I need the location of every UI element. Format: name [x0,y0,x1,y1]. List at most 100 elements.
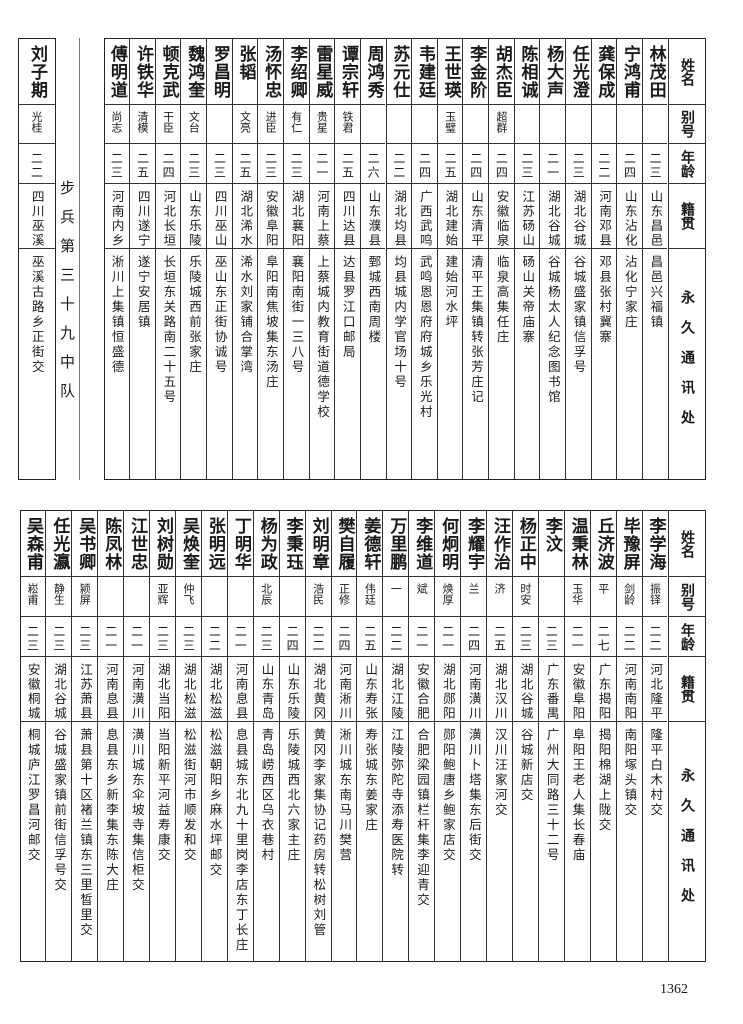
table-row: 吴书卿颍屏二三江苏萧县萧县第十区褚兰镇东三里晳里交 [71,511,98,961]
address-text: 淅川上集镇恒盛德 [109,255,125,375]
age-cell: 二二 [616,617,642,657]
address-text: 谷城新店交 [518,728,534,803]
origin-cell: 山东乐陵 [279,657,305,722]
address-cell: 上蔡城内教育街道德学校 [310,249,335,481]
address-cell: 巫山东正街协诚号 [207,249,232,481]
table-row: 谭宗轩 铁君 二五 四川达县 达县罗江口邮局 [334,39,360,479]
address-text: 潢川卜塔集东后街交 [466,728,482,863]
address-text: 隆平白木村交 [648,728,664,818]
age-cell: 二三 [642,144,668,184]
name-text: 顿克武 [158,45,179,99]
name-cell: 雷星威 [309,39,335,105]
age-cell: 二一 [540,144,565,184]
age-text: 二三 [648,152,663,180]
age-text: 二三 [77,625,92,653]
name-cell: 丁明华 [227,511,253,577]
page-number: 1362 [660,982,688,997]
age-text: 二七 [596,625,611,653]
name-cell: 李金阶 [463,39,489,105]
alias-cell: 振铎 [642,577,668,617]
age-text: 二三 [186,152,201,180]
origin-text: 山东青岛 [259,663,275,721]
age-cell: 二四 [412,144,437,184]
age-text: 二二 [311,625,326,653]
address-text: 乐陵城西前张家庄 [186,255,202,375]
age-cell: 二三 [283,144,309,184]
age-text: 二一 [103,625,118,653]
origin-cell: 河北长垣 [155,184,181,249]
name-cell: 罗昌明 [207,39,232,105]
name-text: 吴书卿 [75,517,96,571]
name-cell: 刘树勋 [150,511,175,577]
address-text: 鄄城西南周楼 [366,255,382,345]
alias-cell: 斌 [409,577,435,617]
name-text: 张明远 [204,517,225,571]
age-cell: 二一 [98,617,124,657]
alias-text: 文台 [187,111,201,133]
name-cell: 张明远 [201,511,227,577]
origin-cell: 河南潢川 [461,657,487,722]
table-row: 温秉林 玉华 二一 安徽阜阳 阜阳王老人集长春庙 [563,511,590,961]
header-address-cell: 永久通讯处 [669,722,706,963]
name-cell: 宁鸿甫 [617,39,642,105]
table-row: 万里鹏一二二 湖北江陵 江陵弥陀寺添寿医院转 [382,511,409,961]
origin-cell: 河南内乡 [103,184,130,249]
age-text: 二二 [391,152,406,180]
age-text: 二三 [263,152,278,180]
alias-cell: 尚志 [103,105,130,144]
age-text: 二一 [440,625,455,653]
address-text: 松滋朝阳乡麻水坪邮交 [207,728,223,878]
origin-text: 河南潢川 [129,663,145,721]
alias-text: 仲飞 [181,583,195,605]
address-text: 萧县第十区褚兰镇东三里晳里交 [78,728,94,938]
alias-cell [227,577,253,617]
name-cell: 陈相诚 [514,39,540,105]
origin-text: 山东寿张 [363,663,379,721]
origin-text: 江苏萧县 [78,663,94,721]
table-row: 李汶 二三 广东番禺 广州大同路三十二号 [537,511,564,961]
name-cell: 李秉珏 [279,511,305,577]
origin-cell: 山东乐陵 [181,184,207,249]
alias-cell: 仲飞 [176,577,201,617]
age-cell: 二三 [176,617,201,657]
address-cell: 沾化宁家庄 [617,249,642,481]
origin-cell: 河南息县 [98,657,124,722]
address-text: 建始河水坪 [443,255,459,330]
alias-cell: 兰 [461,577,487,617]
alias-cell [565,105,591,144]
age-text: 二三 [259,625,274,653]
origin-text: 安徽阜阳 [263,190,279,248]
age-text: 二五 [443,152,458,180]
roster-entry-left: 刘子期 光桂 二二 四川巫溪 巫溪古路乡正街交 [17,38,56,480]
table-row: 姜德轩 伟廷 二五 山东寿张 寿张城东姜家庄 [356,511,383,961]
name-cell: 吴焕奎 [176,511,201,577]
address-text: 达县罗江口邮局 [340,255,356,360]
header-age-text: 年龄 [679,149,695,178]
alias-cell: 颍屏 [72,577,98,617]
origin-text: 湖北谷城 [52,663,68,721]
alias-cell: 贵星 [309,105,335,144]
alias-text: 正修 [337,583,351,605]
alias-cell: 浩民 [305,577,331,617]
address-cell: 遂宁安居镇 [130,249,155,481]
name-cell: 魏鸿奎 [181,39,207,105]
address-text: 上蔡城内教育街道德学校 [315,255,331,420]
name-cell: 苏元仕 [386,39,412,105]
origin-cell: 湖北黄冈 [305,657,331,722]
origin-text: 四川达县 [340,190,356,248]
header-name-cell: 姓名 [668,511,706,577]
origin-text: 四川巫溪 [29,190,45,248]
address-text: 邓县张村冀寨 [597,255,613,345]
table-row: 张韬 文亮 二五 湖北浠水 浠水刘家铺合掌湾 [231,39,258,479]
address-cell: 长垣东关路南二十五号 [156,249,181,481]
table-row: 李金阶 二四 山东清平 清平王集镇转张芳庄记 [462,39,489,479]
address-cell: 汉川汪家河交 [487,722,512,963]
origin-text: 湖北浠水 [238,190,254,248]
age-text: 二三 [155,625,170,653]
origin-cell: 湖北谷城 [540,184,565,249]
header-address-text: 永久通讯处 [679,767,695,918]
roster-table-top: 姓名 别号 年龄 籍贯 永久通讯处 林茂田 二三 山东昌邑 昌邑兴福镇 宁鸿甫 二四 山东沾化 沾化宁家… [103,38,706,481]
origin-text: 安徽临泉 [494,190,510,248]
address-cell: 潢川卜塔集东后街交 [461,722,486,963]
address-text: 武鸣恩恩府府城乡乐光村 [417,255,433,420]
